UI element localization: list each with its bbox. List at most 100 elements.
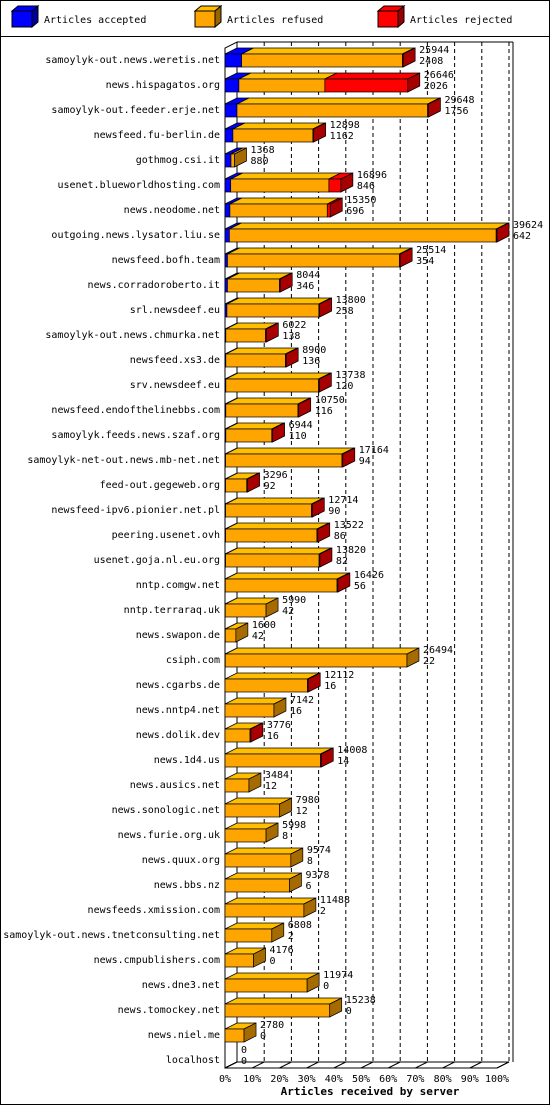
- total-label: 13820: [336, 545, 366, 556]
- bar-segment: [224, 578, 338, 593]
- accepted-label: 12: [265, 781, 277, 792]
- category-label: samoylyk-net-out.news.mb-net.net: [27, 455, 220, 466]
- bar-top: [224, 897, 317, 905]
- x-tick-label: 70%: [406, 1074, 424, 1085]
- category-label: news.cmpublishers.com: [94, 955, 220, 966]
- total-label: 13522: [334, 520, 364, 531]
- bar-end: [399, 247, 413, 268]
- bar-segment: [225, 503, 312, 518]
- accepted-label: 92: [264, 481, 276, 492]
- bar-end: [317, 522, 331, 543]
- total-label: 15350: [346, 195, 376, 206]
- bar-end: [271, 922, 285, 943]
- bar-end: [303, 897, 317, 918]
- category-label: news.tomockey.net: [118, 1005, 220, 1016]
- bar-end: [253, 947, 266, 968]
- accepted-label: 0: [241, 1056, 247, 1067]
- bar-segment: [225, 328, 266, 343]
- accepted-label: 110: [289, 431, 307, 442]
- bar-segment: [241, 53, 403, 68]
- bar-segment: [225, 353, 286, 368]
- bar-segment: [224, 828, 267, 843]
- x-tick: [469, 1061, 483, 1069]
- bar-segment: [224, 978, 308, 993]
- accepted-label: 880: [251, 156, 269, 167]
- bar-top: [225, 397, 311, 405]
- category-label: gothmog.csi.it: [136, 155, 220, 166]
- bar-top: [226, 297, 331, 305]
- accepted-label: 136: [302, 356, 320, 367]
- bar-end: [428, 97, 441, 118]
- bar-segment: [224, 128, 234, 143]
- x-axis-title: Articles received by server: [281, 1085, 460, 1098]
- bar-end: [298, 397, 312, 418]
- accepted-label: 2026: [424, 81, 448, 92]
- category-label: nntp.comgw.net: [136, 580, 220, 591]
- accepted-label: 1756: [444, 106, 468, 117]
- legend-label: Articles rejected: [410, 15, 512, 26]
- x-tick: [360, 1061, 374, 1069]
- accepted-label: 8: [282, 831, 288, 842]
- bar-end: [496, 222, 510, 243]
- x-tick-label: 100%: [485, 1074, 509, 1085]
- accepted-label: 258: [336, 306, 354, 317]
- accepted-label: 0: [346, 1006, 352, 1017]
- x-tick: [415, 1061, 428, 1069]
- bar-top: [225, 572, 350, 580]
- bar-segment: [224, 103, 238, 118]
- accepted-label: 6: [305, 881, 311, 892]
- accepted-label: 42: [282, 606, 294, 617]
- bar-top: [225, 522, 330, 530]
- total-label: 25514: [416, 245, 446, 256]
- bar-end: [402, 47, 416, 68]
- x-tick-label: 90%: [461, 1074, 479, 1085]
- category-label: news.niel.me: [148, 1030, 220, 1041]
- category-label: samoylyk-out.news.chmurka.net: [45, 330, 220, 341]
- category-label: newsfeed.endofthelinebbs.com: [51, 405, 220, 416]
- bar-top: [225, 497, 324, 505]
- category-label: samoylyk-out.news.weretis.net: [45, 55, 220, 66]
- bar-top: [324, 72, 420, 80]
- accepted-label: 0: [323, 981, 329, 992]
- bar-segment: [224, 1003, 331, 1018]
- bar-segment: [224, 878, 290, 893]
- x-tick: [387, 1061, 401, 1069]
- category-label: newsfeeds.xmission.com: [88, 905, 220, 916]
- bar-segment: [328, 178, 342, 193]
- total-label: 16896: [357, 170, 387, 181]
- total-label: 13800: [336, 295, 366, 306]
- accepted-label: 94: [359, 456, 371, 467]
- bar-end: [289, 872, 302, 893]
- bar-top: [225, 647, 420, 655]
- bar-top: [225, 447, 355, 455]
- bar-segment: [225, 553, 320, 568]
- total-label: 15238: [346, 995, 376, 1006]
- bar-top: [232, 122, 326, 130]
- total-label: 29648: [444, 95, 474, 106]
- x-tick-label: 0%: [219, 1074, 231, 1085]
- total-label: 10750: [315, 395, 345, 406]
- bar-segment: [224, 53, 242, 68]
- category-label: samoylyk.feeds.news.szaf.org: [51, 430, 220, 441]
- total-label: 1368: [251, 145, 275, 156]
- bar-end: [248, 772, 262, 793]
- bar-end: [319, 372, 332, 393]
- category-label: newsfeed.fu-berlin.de: [94, 130, 220, 141]
- bar-end: [329, 997, 343, 1018]
- accepted-label: 82: [336, 556, 348, 567]
- total-label: 16426: [354, 570, 384, 581]
- bar-segment: [224, 178, 232, 193]
- total-label: 6808: [288, 920, 312, 931]
- bar-segment: [224, 203, 231, 218]
- bar-top: [225, 547, 332, 555]
- legend-swatch: [377, 10, 399, 28]
- bar-end: [306, 972, 320, 993]
- category-label: news.corradoroberto.it: [88, 280, 220, 291]
- x-tick: [496, 1061, 510, 1069]
- bar-end: [290, 847, 304, 868]
- total-label: 26646: [424, 70, 454, 81]
- total-label: 9574: [307, 845, 331, 856]
- bar-segment: [236, 103, 428, 118]
- category-label: srl.newsdeef.eu: [130, 305, 220, 316]
- accepted-label: 12: [296, 806, 308, 817]
